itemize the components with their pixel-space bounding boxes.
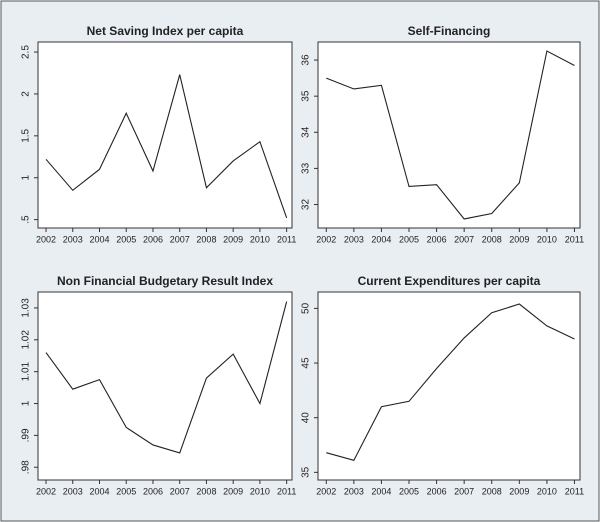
x-tick-label: 2006 xyxy=(143,486,163,496)
chart-title: Current Expenditures per capita xyxy=(358,274,541,288)
y-tick-label: .98 xyxy=(21,460,32,474)
x-tick-label: 2004 xyxy=(371,234,391,244)
x-tick-label: 2004 xyxy=(371,486,391,496)
y-tick-label: 50 xyxy=(301,302,312,314)
x-tick-label: 2005 xyxy=(116,234,136,244)
data-line xyxy=(45,301,288,454)
x-tick-label: 2005 xyxy=(399,486,419,496)
x-tick-label: 2009 xyxy=(223,486,243,496)
chart-title: Self-Financing xyxy=(408,24,491,38)
y-tick-label: 2 xyxy=(21,91,32,97)
x-tick-label: 2008 xyxy=(482,234,502,244)
y-tick-label: 1 xyxy=(21,400,32,406)
y-tick-label: 2.5 xyxy=(21,45,32,59)
y-tick-label: 35 xyxy=(301,466,312,478)
x-tick-label: 2010 xyxy=(537,234,557,244)
x-tick-label: 2002 xyxy=(316,234,336,244)
y-tick-label: 40 xyxy=(301,412,312,424)
x-tick-label: 2003 xyxy=(63,234,83,244)
x-tick-label: 2011 xyxy=(565,234,584,244)
y-tick-label: 1.02 xyxy=(21,330,32,350)
plot-area xyxy=(37,41,293,229)
x-tick-label: 2010 xyxy=(250,486,270,496)
x-tick-label: 2005 xyxy=(399,234,419,244)
data-line xyxy=(326,50,575,220)
x-tick-label: 2011 xyxy=(565,486,584,496)
x-tick-label: 2007 xyxy=(170,486,190,496)
x-tick-label: 2007 xyxy=(454,486,474,496)
plot-area xyxy=(317,41,581,229)
data-line xyxy=(45,74,288,219)
x-tick-label: 2006 xyxy=(427,486,447,496)
x-tick-label: 2011 xyxy=(277,234,296,244)
y-tick-label: 35 xyxy=(301,90,312,102)
y-tick-label: 1.5 xyxy=(21,128,32,142)
y-tick-label: 45 xyxy=(301,357,312,369)
y-tick-label: 1 xyxy=(21,175,32,181)
y-tick-label: 1.03 xyxy=(21,298,32,318)
y-tick-label: .99 xyxy=(21,428,32,442)
x-tick-label: 2010 xyxy=(537,486,557,496)
x-tick-label: 2007 xyxy=(454,234,474,244)
x-tick-label: 2003 xyxy=(63,486,83,496)
chart-title: Net Saving Index per capita xyxy=(87,24,244,38)
y-tick-label: .5 xyxy=(21,215,32,224)
plot-area xyxy=(317,291,581,481)
x-tick-label: 2009 xyxy=(509,234,529,244)
y-tick-label: 34 xyxy=(301,126,312,138)
x-tick-label: 2008 xyxy=(482,486,502,496)
x-tick-label: 2008 xyxy=(196,234,216,244)
x-tick-label: 2007 xyxy=(170,234,190,244)
plot-area xyxy=(37,291,293,481)
y-tick-label: 32 xyxy=(301,199,312,211)
x-tick-label: 2010 xyxy=(250,234,270,244)
x-tick-label: 2009 xyxy=(509,486,529,496)
x-tick-label: 2006 xyxy=(143,234,163,244)
x-tick-label: 2011 xyxy=(277,486,296,496)
y-tick-label: 36 xyxy=(301,54,312,66)
x-tick-label: 2003 xyxy=(344,234,364,244)
x-tick-label: 2004 xyxy=(89,234,109,244)
x-tick-label: 2005 xyxy=(116,486,136,496)
x-tick-label: 2009 xyxy=(223,234,243,244)
x-tick-label: 2002 xyxy=(36,486,56,496)
chart-title: Non Financial Budgetary Result Index xyxy=(57,274,273,288)
y-tick-label: 1.01 xyxy=(21,361,32,381)
x-tick-label: 2008 xyxy=(196,486,216,496)
x-tick-label: 2003 xyxy=(344,486,364,496)
x-tick-label: 2002 xyxy=(36,234,56,244)
x-tick-label: 2004 xyxy=(89,486,109,496)
x-tick-label: 2006 xyxy=(427,234,447,244)
data-line xyxy=(326,303,575,461)
x-tick-label: 2002 xyxy=(316,486,336,496)
y-tick-label: 33 xyxy=(301,162,312,174)
